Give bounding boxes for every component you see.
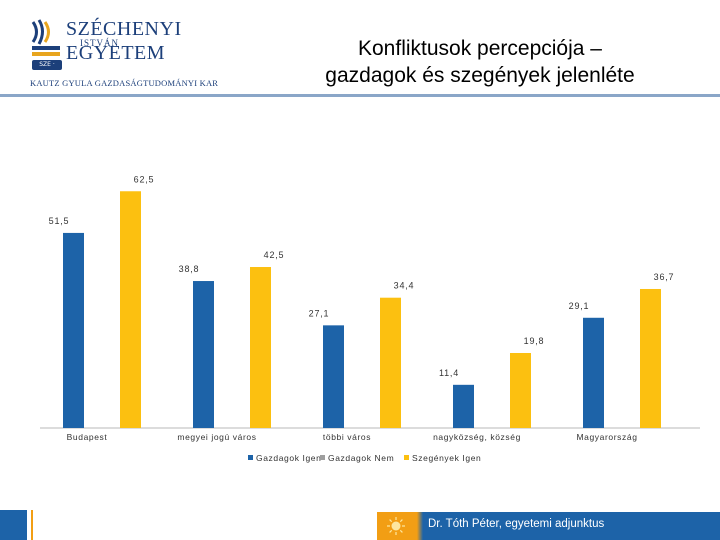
data-label-szegenyek-1: 42,5 — [264, 250, 285, 260]
legend-label-1: Gazdagok Nem — [328, 453, 394, 463]
data-label-szegenyek-0: 62,5 — [134, 174, 155, 184]
legend-label-2: Szegények Igen — [412, 453, 481, 463]
data-label-gazdagok-2: 27,1 — [309, 308, 330, 318]
legend-label-0: Gazdagok Igen — [256, 453, 321, 463]
legend-swatch-2 — [404, 455, 409, 460]
data-label-szegenyek-4: 36,7 — [654, 272, 675, 282]
category-label-0: Budapest — [67, 432, 108, 442]
slide-title-line1: Konfliktusok percepciója – — [358, 37, 602, 60]
bar-szegenyek-1 — [250, 267, 271, 428]
data-label-gazdagok-0: 51,5 — [49, 216, 70, 226]
footer-author: Dr. Tóth Péter, egyetemi adjunktus — [428, 518, 605, 530]
category-label-1: megyei jogú város — [177, 432, 256, 442]
data-label-gazdagok-1: 38,8 — [179, 264, 200, 274]
bar-szegenyek-0 — [120, 191, 141, 428]
footer-left-stripe — [31, 510, 33, 540]
footer-band — [377, 512, 720, 540]
logo-name-small: ISTVÁN — [80, 38, 119, 48]
bar-chart: 51,5 62,5 Budapest 38,8 42,5 megyei jogú váro… — [40, 174, 700, 463]
data-label-gazdagok-3: 11,4 — [439, 368, 459, 378]
logo-badge: SZE · GYŐR — [32, 60, 62, 78]
data-label-gazdagok-4: 29,1 — [569, 301, 590, 311]
university-logo: SZE · GYŐR SZÉCHENYI ISTVÁN EGYETEM KAUT… — [28, 16, 228, 88]
category-label-2: többi város — [323, 432, 371, 442]
legend-swatch-0 — [248, 455, 253, 460]
bar-gazdagok-3 — [453, 384, 474, 428]
bar-gazdagok-1 — [193, 281, 214, 428]
logo-subtitle: KAUTZ GYULA GAZDASÁGTUDOMÁNYI KAR — [30, 78, 219, 88]
data-label-szegenyek-2: 34,4 — [394, 281, 415, 291]
slide-title: Konfliktusok percepciója – gazdagok és s… — [270, 35, 690, 89]
bar-gazdagok-4 — [583, 317, 604, 428]
logo-name-line1: SZÉCHENYI — [66, 18, 182, 40]
bar-szegenyek-4 — [640, 288, 661, 428]
university-emblem-icon — [30, 18, 62, 60]
bar-gazdagok-0 — [63, 232, 84, 428]
category-label-3: nagyközség, község — [433, 432, 521, 442]
legend-swatch-1 — [320, 455, 325, 460]
bar-szegenyek-3 — [510, 353, 531, 428]
logo-name-line2: EGYETEM — [66, 42, 166, 64]
bar-gazdagok-2 — [323, 325, 344, 428]
data-label-szegenyek-3: 19,8 — [524, 336, 545, 346]
sun-icon — [387, 517, 405, 535]
header-divider — [0, 94, 720, 97]
footer-left-block — [0, 510, 27, 540]
slide-title-line2: gazdagok és szegények jelenléte — [325, 64, 635, 87]
category-label-4: Magyarország — [576, 432, 637, 442]
bar-szegenyek-2 — [380, 297, 401, 428]
